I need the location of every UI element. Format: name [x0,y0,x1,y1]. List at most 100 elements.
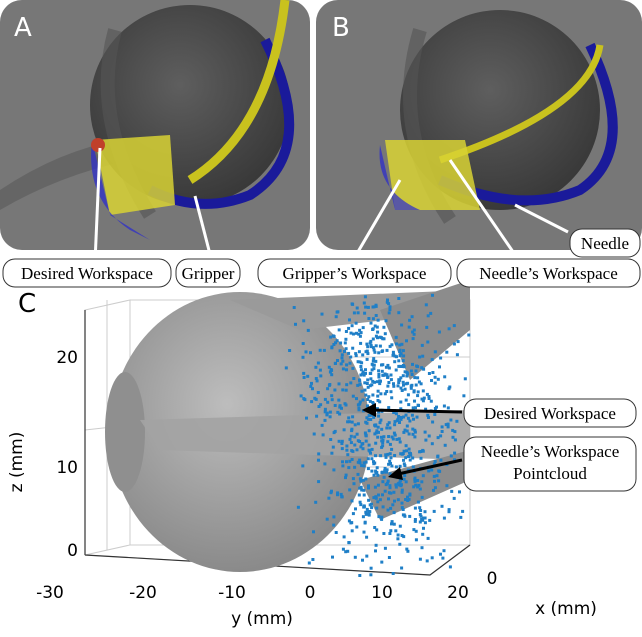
point [366,385,370,389]
point [386,508,390,512]
point [414,529,418,533]
point [402,354,406,358]
point [426,314,430,318]
point [389,390,393,394]
point [388,442,392,446]
point [365,349,369,353]
point [403,387,407,391]
point [408,514,412,518]
point [376,399,380,402]
point [361,326,365,330]
point [372,496,376,500]
point [375,506,379,510]
point [407,403,411,407]
point [377,369,381,373]
point [413,506,417,510]
point [358,334,362,338]
point [440,504,444,508]
point [416,500,420,504]
point [362,530,366,534]
point [377,414,381,418]
point [374,359,378,363]
point [447,327,451,331]
point [358,379,362,383]
point [349,381,353,385]
point [403,428,407,432]
point [359,368,363,372]
point [376,318,380,322]
point [325,413,329,417]
point [446,422,450,426]
point [387,491,391,495]
point [368,503,372,507]
point [402,430,406,434]
point [400,506,404,510]
point [301,464,305,468]
point [410,373,414,376]
point [365,416,369,420]
point [396,417,400,421]
point [318,368,322,372]
point [375,466,379,470]
point [320,423,324,427]
point [365,535,369,539]
point [419,514,423,518]
point [414,483,418,487]
point [399,452,403,456]
point [359,445,363,449]
point [342,535,346,539]
point [364,393,368,397]
point [368,399,372,403]
point [422,516,425,520]
point [369,339,373,343]
point [360,442,364,446]
point [394,412,398,416]
point [413,430,417,434]
point [398,464,402,468]
point [356,460,360,464]
point [408,493,412,497]
point [433,413,437,416]
point [400,452,404,456]
point [355,331,358,335]
point [376,336,379,340]
point [388,452,392,456]
point [438,365,441,369]
point [360,464,364,468]
point [401,380,405,384]
point [432,462,436,466]
point [345,448,349,452]
point [358,400,362,404]
point [341,388,345,392]
point [372,357,376,361]
point [377,375,381,379]
point [397,364,401,368]
point [404,480,408,484]
annotation-box [569,228,641,258]
point [369,418,373,421]
panel-a: A [0,0,310,263]
point [433,479,436,483]
point [284,366,288,370]
point [357,408,361,412]
point [399,386,403,390]
point [405,374,409,378]
point [367,414,371,418]
point [420,366,424,370]
z-tick-label: 10 [56,458,78,478]
point [401,508,405,511]
point [367,417,371,421]
point [410,413,414,417]
point [341,464,345,468]
point [351,366,355,370]
point [337,398,341,402]
point [373,432,377,436]
point [344,347,348,351]
point [340,495,344,499]
point [429,399,433,403]
point [373,485,377,489]
point [371,379,375,383]
point [397,311,401,315]
point [331,445,335,449]
point [387,302,391,306]
